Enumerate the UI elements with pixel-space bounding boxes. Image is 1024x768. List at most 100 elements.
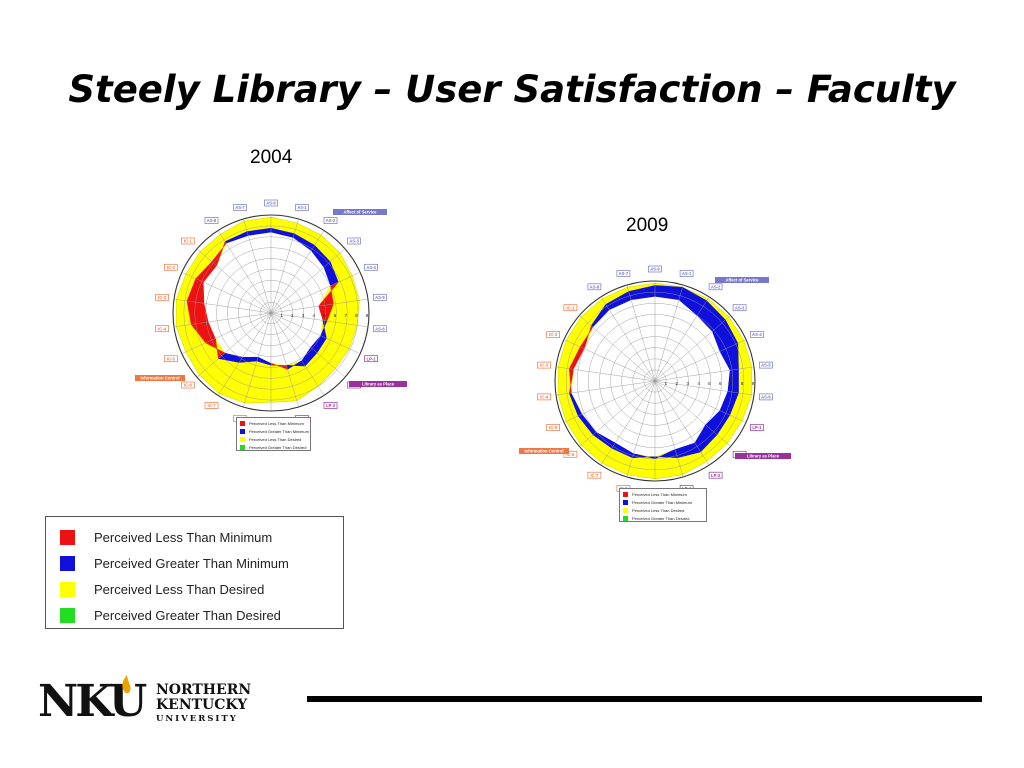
perceived-above-min-segment xyxy=(590,304,610,328)
svg-text:IC-5: IC-5 xyxy=(549,425,558,430)
grid-spoke xyxy=(654,285,684,382)
perceived-below-min-segment xyxy=(186,300,209,325)
chart-legend-2009: Perceived Less Than Minimum Perceived Gre… xyxy=(619,488,707,522)
grid-spoke xyxy=(600,380,656,466)
perceived-above-min-segment xyxy=(310,244,331,268)
legend-swatch-red xyxy=(60,529,75,545)
scale-label: 9 xyxy=(366,313,369,318)
grid-ring xyxy=(632,358,678,404)
footer-rule xyxy=(307,696,982,702)
perceived-above-min-segment xyxy=(301,346,318,367)
dimension-label: AS-2 xyxy=(323,217,338,224)
svg-text:AS-6: AS-6 xyxy=(761,395,771,400)
grid-spoke xyxy=(270,312,299,408)
logo-line-northern: NORTHERN xyxy=(156,682,252,698)
svg-text:AS-8: AS-8 xyxy=(207,218,217,223)
legend-box: Perceived Less Than Minimum Perceived Gr… xyxy=(45,516,344,629)
dimension-label: LP-3 xyxy=(708,471,723,479)
chart-legend-swatch xyxy=(623,507,628,513)
grid-ring xyxy=(565,291,745,471)
grid-spoke xyxy=(654,366,755,382)
svg-text:IC-2: IC-2 xyxy=(549,332,558,337)
dimension-label: AS-5 xyxy=(759,361,773,369)
dimension-label: IC-4 xyxy=(155,325,169,333)
dimension-label: LP-2 xyxy=(347,381,361,389)
perceived-above-min-segment xyxy=(719,391,739,416)
perceived-above-min-segment xyxy=(674,442,702,459)
perceived-below-min-segment xyxy=(186,278,205,304)
grid-spoke xyxy=(579,380,656,447)
legend-label: Perceived Less Than Desired xyxy=(94,581,265,597)
perceived-above-min-segment xyxy=(286,360,306,370)
grid-spoke xyxy=(654,380,684,477)
perceived-below-min-segment xyxy=(568,346,585,370)
grid-ring xyxy=(643,369,667,393)
perceived-above-min-segment xyxy=(238,356,259,363)
inner-area xyxy=(203,232,331,366)
group-label: Affect of Service xyxy=(715,277,769,283)
grid-spoke xyxy=(579,315,656,382)
perceived-above-min-segment xyxy=(654,285,683,301)
desired-area xyxy=(175,216,360,404)
chart-legend-item: Perceived Less Than Minimum xyxy=(623,490,706,498)
grid-spoke xyxy=(654,380,747,423)
dimension-label: AS-4 xyxy=(364,263,378,271)
perceived-above-min-segment xyxy=(292,233,315,251)
perceived-above-min-segment xyxy=(323,261,339,287)
svg-text:LP-2: LP-2 xyxy=(350,383,360,388)
svg-text:LP-1: LP-1 xyxy=(752,425,762,430)
grid-ring xyxy=(205,247,337,379)
dimension-label: AS-1 xyxy=(679,270,694,277)
scale-label: 3 xyxy=(302,313,305,318)
svg-text:AS-5: AS-5 xyxy=(375,295,385,300)
perceived-above-min-segment xyxy=(632,453,656,460)
scale-label: 7 xyxy=(344,313,347,318)
chart-legend-label: Perceived Less Than Desired xyxy=(632,507,685,513)
legend-label: Perceived Greater Than Desired xyxy=(94,607,281,623)
svg-text:IC-3: IC-3 xyxy=(158,295,167,300)
scale-label: 6 xyxy=(334,313,337,318)
grid-ring xyxy=(238,280,304,346)
grid-ring xyxy=(588,314,722,448)
scale-label: 2 xyxy=(676,381,679,386)
grid-spoke xyxy=(555,366,656,382)
dimension-label: AS-6 xyxy=(373,325,387,333)
perceived-above-min-segment xyxy=(320,320,328,339)
svg-text:AS-6: AS-6 xyxy=(375,326,385,331)
dimension-label: AS-7 xyxy=(616,270,631,277)
dimension-label: AS-6 xyxy=(759,393,773,401)
grid-spoke xyxy=(654,380,710,466)
perceived-above-min-segment xyxy=(696,300,726,332)
scale-label: 4 xyxy=(312,313,315,318)
chart-legend-label: Perceived Less Than Minimum xyxy=(249,420,304,426)
perceived-below-min-segment xyxy=(317,282,339,307)
slide-title: Steely Library – User Satisfaction – Fac… xyxy=(68,68,956,111)
chart-legend-swatch xyxy=(240,420,245,426)
scale-label: 1 xyxy=(280,313,283,318)
group-label: Library as Place xyxy=(349,381,407,387)
perceived-above-min-segment xyxy=(224,231,249,244)
svg-text:AS-1: AS-1 xyxy=(682,271,692,276)
perceived-below-min-segment xyxy=(318,303,334,322)
svg-text:AS-7: AS-7 xyxy=(235,205,245,210)
svg-text:LP-2: LP-2 xyxy=(735,452,745,457)
svg-text:Affect of Service: Affect of Service xyxy=(725,277,759,282)
dimension-label: LP-1 xyxy=(364,355,378,363)
grid-ring xyxy=(576,302,734,460)
grid-ring xyxy=(216,258,326,368)
scale-label: 1 xyxy=(665,381,668,386)
dimension-label: AS-7 xyxy=(233,204,247,211)
grid-ring xyxy=(621,347,689,415)
svg-text:IC-6: IC-6 xyxy=(566,452,575,457)
svg-text:IC-7: IC-7 xyxy=(590,473,599,478)
svg-text:IC-1: IC-1 xyxy=(184,239,193,244)
grid-spoke xyxy=(270,248,346,314)
dimension-label: IC-5 xyxy=(164,355,178,363)
svg-text:IC-6: IC-6 xyxy=(184,383,193,388)
logo-line-kentucky: KENTUCKY xyxy=(156,697,248,713)
grid-spoke xyxy=(181,312,272,354)
legend-swatch-green xyxy=(60,607,75,623)
perceived-below-min-segment xyxy=(579,325,594,349)
svg-text:AS-7: AS-7 xyxy=(619,271,629,276)
grid-spoke xyxy=(626,285,656,382)
